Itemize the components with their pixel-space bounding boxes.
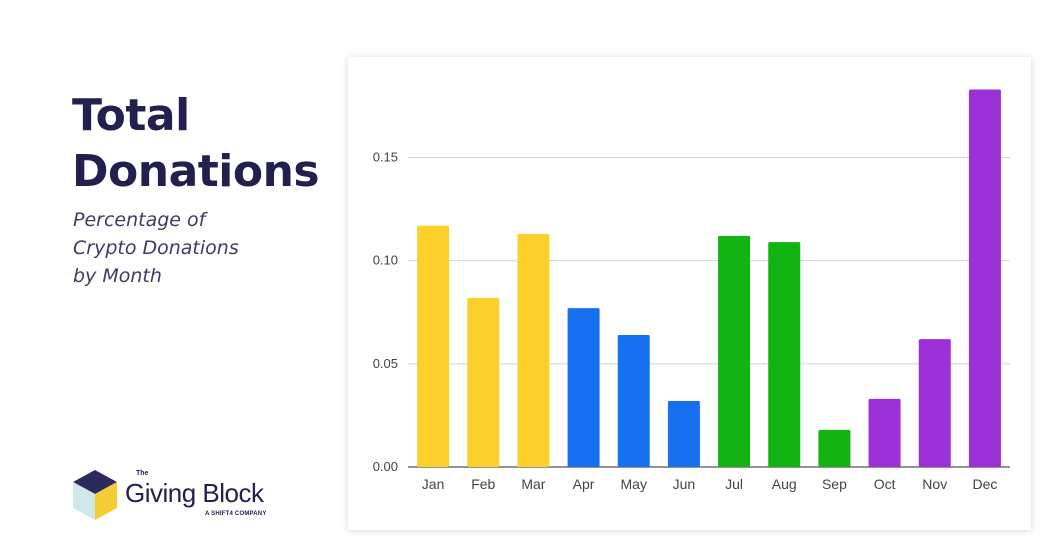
title-line-1: Total xyxy=(72,90,190,141)
cube-logo-icon xyxy=(73,470,117,520)
bar-sep xyxy=(818,429,851,467)
grid-lines xyxy=(408,157,1010,468)
logo-tagline: A SHIFT4 COMPANY xyxy=(205,511,267,517)
y-tick-label: 0.00 xyxy=(373,459,398,474)
title-line-2: Donations xyxy=(72,146,320,197)
page-title: Total Donations xyxy=(72,88,320,200)
chart-card: 0.00 0.05 0.10 0.15 Jan Feb Mar Apr May Jun Jul Au… xyxy=(348,57,1031,530)
bar-jun xyxy=(667,400,700,467)
x-tick-label: Jan xyxy=(422,476,445,492)
x-tick-label: Feb xyxy=(471,476,495,492)
subtitle-line-2: Crypto Donations xyxy=(73,237,239,259)
bar-nov xyxy=(918,339,951,467)
bar-oct xyxy=(868,398,901,467)
page-subtitle: Percentage of Crypto Donations by Month xyxy=(73,206,239,290)
giving-block-logo: The Giving Block A SHIFT4 COMPANY xyxy=(70,468,280,524)
x-tick-label: Oct xyxy=(874,476,896,492)
x-tick-label: Jul xyxy=(725,476,743,492)
logo-name-text: Giving Block xyxy=(125,478,264,508)
x-axis-ticks: Jan Feb Mar Apr May Jun Jul Aug Sep Oct Nov Dec xyxy=(422,476,998,492)
y-tick-label: 0.15 xyxy=(373,150,398,165)
x-tick-label: Dec xyxy=(972,476,997,492)
bar-mar xyxy=(517,233,550,467)
bar-may xyxy=(617,334,650,467)
subtitle-line-3: by Month xyxy=(73,265,162,287)
y-tick-label: 0.10 xyxy=(373,253,398,268)
bar-jul xyxy=(718,235,751,467)
bar-feb xyxy=(467,297,500,467)
bar-chart: 0.00 0.05 0.10 0.15 Jan Feb Mar Apr May Jun Jul Au… xyxy=(373,89,1010,492)
x-tick-label: Apr xyxy=(573,476,595,492)
logo-the-text: The xyxy=(136,470,149,477)
x-tick-label: Aug xyxy=(772,476,797,492)
y-tick-label: 0.05 xyxy=(373,356,398,371)
x-tick-label: Nov xyxy=(922,476,947,492)
x-tick-label: May xyxy=(621,476,647,492)
bar-aug xyxy=(768,242,801,467)
bar-jan xyxy=(417,225,450,467)
x-tick-label: Jun xyxy=(673,476,696,492)
bar-apr xyxy=(567,308,600,467)
bars xyxy=(417,89,1001,467)
x-tick-label: Sep xyxy=(822,476,847,492)
x-tick-label: Mar xyxy=(521,476,545,492)
bar-dec xyxy=(968,89,1001,467)
subtitle-line-1: Percentage of xyxy=(73,209,206,231)
y-axis-ticks: 0.00 0.05 0.10 0.15 xyxy=(373,150,398,474)
